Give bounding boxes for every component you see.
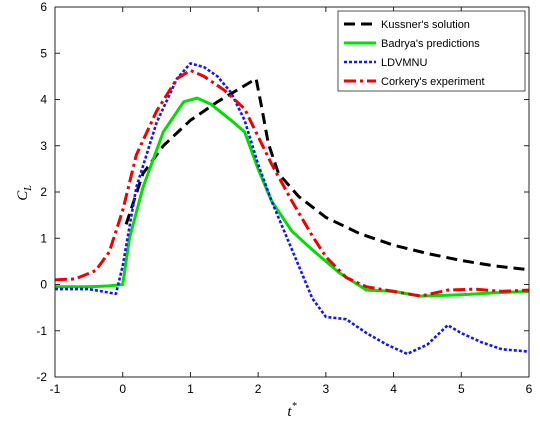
- y-tick-label: -1: [36, 324, 47, 338]
- x-axis-label: t*: [287, 401, 296, 420]
- y-tick-label: -2: [36, 370, 47, 384]
- x-axis-label-sup: *: [292, 401, 297, 412]
- legend-label-1: Badrya's predictions: [381, 38, 480, 50]
- y-tick-label: 5: [40, 46, 47, 60]
- x-tick-label: 0: [119, 382, 126, 396]
- y-tick-label: 2: [40, 185, 47, 199]
- legend-label-2: LDVMNU: [381, 57, 428, 69]
- x-tick-label: 5: [458, 382, 465, 396]
- legend: Kussner's solution Badrya's predictions LD…: [338, 11, 525, 91]
- x-tick-label: 1: [187, 382, 194, 396]
- legend-label-0: Kussner's solution: [381, 19, 470, 31]
- x-tick-label: -1: [50, 382, 61, 396]
- y-tick-label: 0: [40, 278, 47, 292]
- y-axis-label-sub: L: [23, 185, 34, 192]
- x-tick-label: 4: [390, 382, 397, 396]
- x-tick-label: 6: [526, 382, 533, 396]
- y-tick-label: 4: [40, 93, 47, 107]
- x-tick-label: 3: [323, 382, 330, 396]
- y-tick-label: 1: [40, 231, 47, 245]
- y-tick-label: 3: [40, 139, 47, 153]
- legend-label-3: Corkery's experiment: [381, 76, 485, 88]
- x-tick-label: 2: [255, 382, 262, 396]
- y-tick-label: 6: [40, 0, 47, 14]
- y-axis-label: CL: [15, 185, 34, 201]
